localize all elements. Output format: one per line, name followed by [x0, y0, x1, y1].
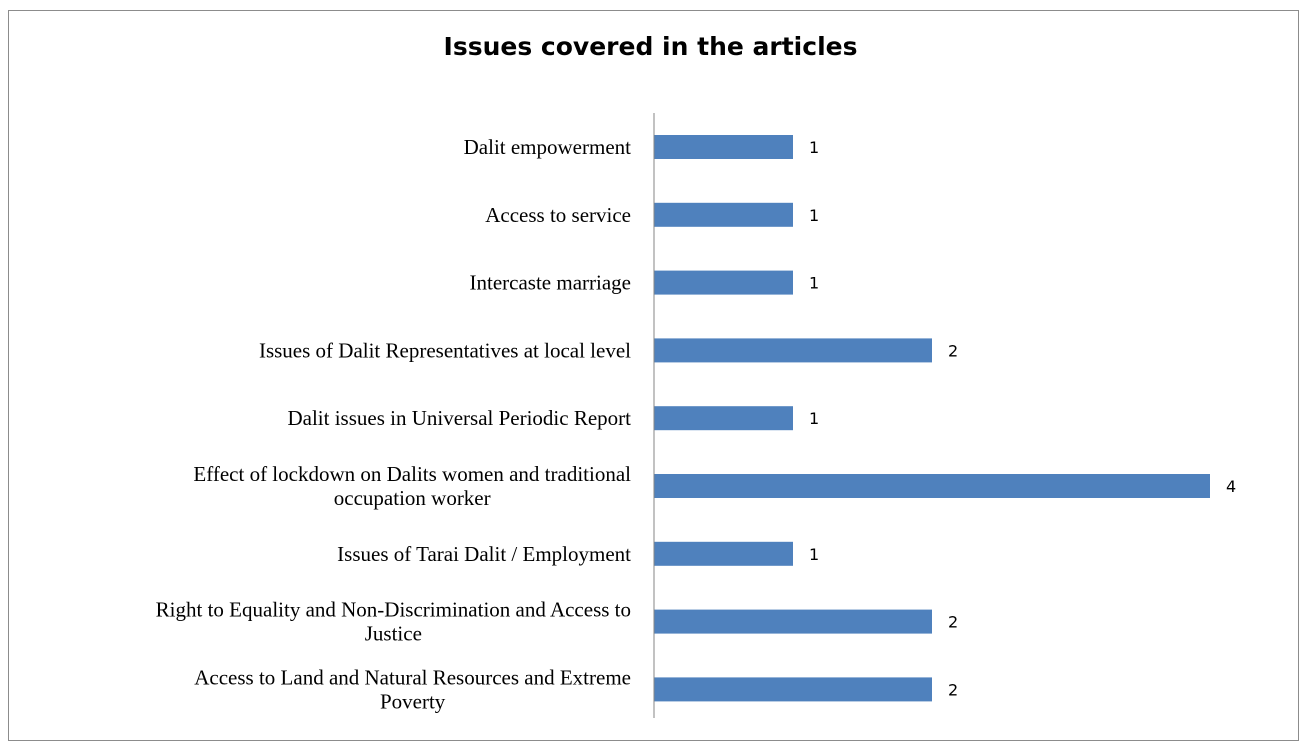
bar-3 [654, 338, 932, 363]
bar-1 [654, 202, 793, 227]
data-label-0: 1 [809, 138, 819, 157]
data-label-6: 1 [809, 545, 819, 564]
category-label-2: Intercaste marriage [470, 271, 631, 295]
category-label-8-line-0: Access to Land and Natural Resources and… [194, 665, 631, 689]
bar-0 [654, 135, 793, 159]
category-label-8-line-1: Poverty [380, 689, 446, 713]
bar-4 [654, 406, 793, 431]
bar-6 [654, 541, 793, 566]
bar-2 [654, 270, 793, 295]
category-label-5-line-1: occupation worker [334, 486, 491, 510]
data-label-3: 2 [948, 341, 958, 360]
category-label-7-line-0: Right to Equality and Non-Discrimination… [156, 598, 631, 622]
data-label-7: 2 [948, 613, 958, 632]
data-label-1: 1 [809, 206, 819, 225]
value-labels: 1 1 1 2 1 4 1 2 2 [809, 138, 1236, 699]
category-label-6: Issues of Tarai Dalit / Employment [337, 542, 631, 566]
data-label-5: 4 [1226, 477, 1236, 496]
category-label-0: Dalit empowerment [464, 135, 632, 159]
bars-layer [654, 135, 1210, 702]
category-labels: Dalit empowerment Access to service Interc… [156, 135, 632, 713]
category-label-7-line-1: Justice [365, 622, 422, 646]
category-label-3: Issues of Dalit Representatives at local… [259, 338, 631, 362]
data-label-8: 2 [948, 680, 958, 699]
bar-7 [654, 609, 932, 634]
bar-8 [654, 677, 932, 702]
data-label-4: 1 [809, 409, 819, 428]
chart-title: Issues covered in the articles [443, 32, 858, 61]
category-label-4: Dalit issues in Universal Periodic Repor… [287, 406, 631, 430]
category-label-5-line-0: Effect of lockdown on Dalits women and t… [193, 462, 631, 486]
category-label-1: Access to service [485, 203, 631, 227]
data-label-2: 1 [809, 274, 819, 293]
bar-5 [654, 474, 1210, 498]
